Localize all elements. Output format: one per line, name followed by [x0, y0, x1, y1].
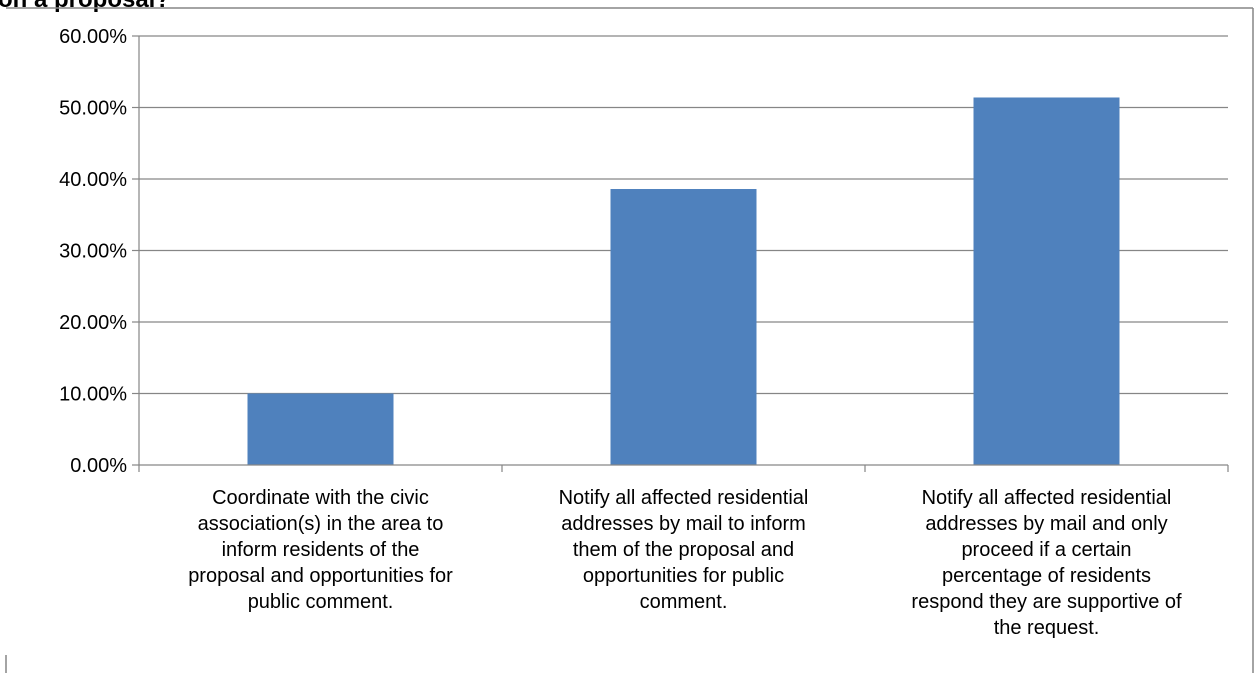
y-tick-label: 50.00%	[59, 98, 127, 120]
labels: 0.00% 10.00% 20.00% 30.00% 40.00% 50.00% 60.00…	[59, 26, 1182, 639]
axes	[132, 35, 1229, 472]
y-tick-label: 60.00%	[59, 26, 127, 48]
chart-title: on a proposal?	[0, 0, 170, 13]
y-tick-label: 10.00%	[59, 384, 127, 406]
bar	[247, 393, 394, 465]
y-tick-label: 20.00%	[59, 312, 127, 334]
bars	[247, 97, 1120, 466]
x-category-label: Notify all affected residential addresses…	[911, 487, 1182, 639]
y-tick-label: 30.00%	[59, 241, 127, 263]
bar	[973, 97, 1120, 466]
bar	[610, 189, 757, 465]
y-tick-label: 40.00%	[59, 169, 127, 191]
x-category-label: Notify all affected residential addresses…	[559, 487, 809, 613]
x-category-label: Coordinate with the civic association(s) …	[188, 487, 453, 613]
y-tick-label: 0.00%	[70, 455, 127, 477]
